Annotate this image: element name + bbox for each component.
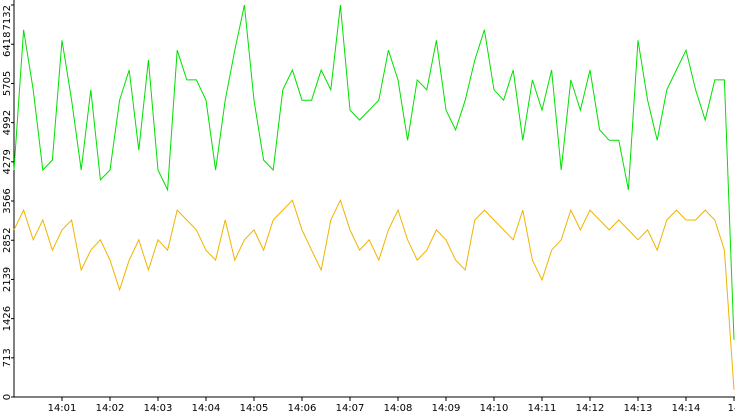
x-tick-label: 14:07 bbox=[336, 403, 365, 414]
x-tick-label: 14:08 bbox=[384, 403, 413, 414]
y-tick-label: 7132 bbox=[2, 5, 13, 30]
y-tick-label: 5705 bbox=[2, 71, 13, 96]
x-tick-label: 14:13 bbox=[624, 403, 653, 414]
y-tick-label: 6418 bbox=[2, 32, 13, 57]
y-tick-label: 4279 bbox=[2, 149, 13, 174]
x-tick-label: 14:02 bbox=[96, 403, 125, 414]
x-tick-label: 14:11 bbox=[528, 403, 557, 414]
x-tick-label: 14:06 bbox=[288, 403, 317, 414]
y-tick-label: 1426 bbox=[2, 306, 13, 331]
x-tick-label: 14 bbox=[728, 403, 735, 414]
x-tick-label: 14:01 bbox=[48, 403, 77, 414]
x-tick-label: 14:12 bbox=[576, 403, 605, 414]
x-tick-label: 14:03 bbox=[144, 403, 173, 414]
y-tick-label: 2852 bbox=[2, 228, 13, 253]
y-tick-label: 2139 bbox=[2, 267, 13, 292]
y-tick-label: 713 bbox=[2, 348, 13, 367]
series-line bbox=[13, 198, 735, 390]
y-tick-label: 4992 bbox=[2, 110, 13, 135]
x-tick-label: 14:10 bbox=[480, 403, 509, 414]
y-tick-label: 0 bbox=[2, 394, 13, 400]
x-tick-label: 14:14 bbox=[672, 403, 701, 414]
series-line bbox=[13, 4, 735, 340]
y-tick-label: 3566 bbox=[2, 188, 13, 213]
x-tick-label: 14:09 bbox=[432, 403, 461, 414]
x-tick-label: 14:04 bbox=[192, 403, 221, 414]
x-tick-label: 14:05 bbox=[240, 403, 269, 414]
